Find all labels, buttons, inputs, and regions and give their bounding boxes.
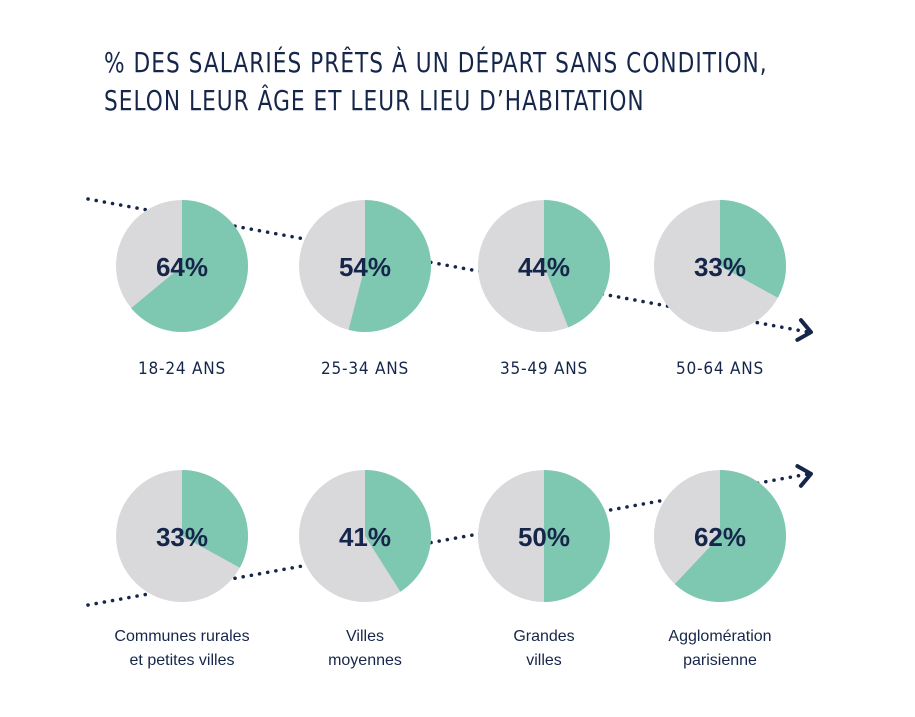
pie-age-2: 54% 25-34 ANS (299, 200, 431, 379)
category-label: Communes rurales (114, 628, 249, 645)
pie-value-label: 33% (694, 252, 746, 282)
pie-value-label: 44% (518, 252, 570, 282)
pie-value-label: 62% (694, 522, 746, 552)
pie-value-slice (365, 470, 431, 592)
pie-group-location: 33% Communes rurales et petites villes 41% V… (114, 470, 786, 669)
pie-location-3: 50% Grandes villes (478, 470, 610, 669)
pie-value-slice (182, 470, 248, 568)
pie-value-slice (131, 200, 249, 333)
chart-title: % DES SALARIÉS PRÊTS À UN DÉPART SANS CO… (104, 44, 768, 120)
pie-age-4: 33% 50-64 ANS (654, 200, 787, 379)
pie-value-slice (544, 200, 610, 328)
pie-value-slice (674, 470, 786, 602)
category-label: parisienne (683, 652, 757, 669)
category-label: villes (526, 652, 562, 669)
category-label: moyennes (328, 652, 402, 669)
category-label: Agglomération (668, 628, 771, 645)
pie-value-label: 33% (156, 522, 208, 552)
pie-location-1: 33% Communes rurales et petites villes (114, 470, 250, 669)
pie-group-age: 64% 18-24 ANS 54% 25-34 ANS 44% 35-49 ANS 33% 5… (116, 200, 787, 379)
pie-location-4: 62% Agglomération parisienne (654, 470, 786, 669)
category-label: 25-34 ANS (321, 359, 409, 379)
trend-arrowhead-1 (795, 318, 813, 342)
pie-value-label: 50% (518, 522, 570, 552)
pie-age-3: 44% 35-49 ANS (478, 200, 610, 379)
category-label: 35-49 ANS (500, 359, 588, 379)
pie-value-slice (544, 470, 610, 602)
category-label: 50-64 ANS (676, 359, 764, 379)
chart-title-line-2: SELON LEUR ÂGE ET LEUR LIEU D’HABITATION (104, 84, 645, 117)
category-label: Villes (346, 628, 384, 645)
trend-arrowhead-2 (795, 464, 813, 488)
trend-dotted-line-1 (86, 197, 810, 334)
trend-dotted-line-2 (86, 472, 810, 607)
pie-age-1: 64% 18-24 ANS (116, 200, 249, 379)
pie-groups: 64% 18-24 ANS 54% 25-34 ANS 44% 35-49 ANS 33% 5… (114, 200, 787, 669)
pie-value-slice (720, 200, 787, 298)
pie-location-2: 41% Villes moyennes (299, 470, 431, 669)
category-label: 18-24 ANS (138, 359, 226, 379)
pie-value-label: 54% (339, 252, 391, 282)
pie-value-label: 64% (156, 252, 208, 282)
pie-value-slice (348, 200, 431, 332)
chart-title-line-1: % DES SALARIÉS PRÊTS À UN DÉPART SANS CO… (104, 46, 768, 79)
pie-value-label: 41% (339, 522, 391, 552)
trend-lines (86, 197, 813, 607)
category-label: et petites villes (130, 652, 235, 669)
category-label: Grandes (513, 628, 574, 645)
